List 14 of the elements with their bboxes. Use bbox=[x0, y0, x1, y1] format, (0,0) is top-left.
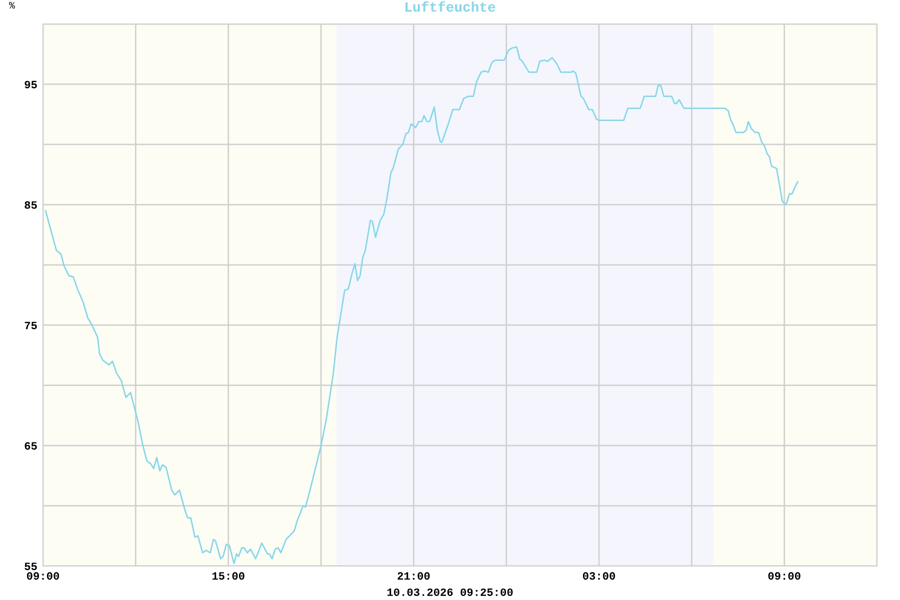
x-tick-label: 15:00 bbox=[212, 572, 244, 580]
x-tick-label: 03:00 bbox=[582, 572, 616, 580]
y-tick-label: 95 bbox=[24, 80, 37, 88]
x-tick-label: 09:00 bbox=[768, 572, 800, 580]
y-axis-title: % bbox=[9, 2, 15, 9]
y-tick-label: 85 bbox=[24, 201, 37, 209]
x-tick-label: 21:00 bbox=[398, 572, 430, 580]
y-tick-label: 55 bbox=[24, 562, 37, 570]
x-tick-label: 09:00 bbox=[26, 572, 60, 580]
chart-title: Luftfeuchte bbox=[406, 1, 496, 12]
y-tick-label: 65 bbox=[24, 442, 37, 450]
x-axis-title: 10.03.2026 09:25:00 bbox=[387, 588, 513, 596]
y-tick-label: 75 bbox=[24, 322, 37, 330]
line-series bbox=[44, 46, 798, 564]
